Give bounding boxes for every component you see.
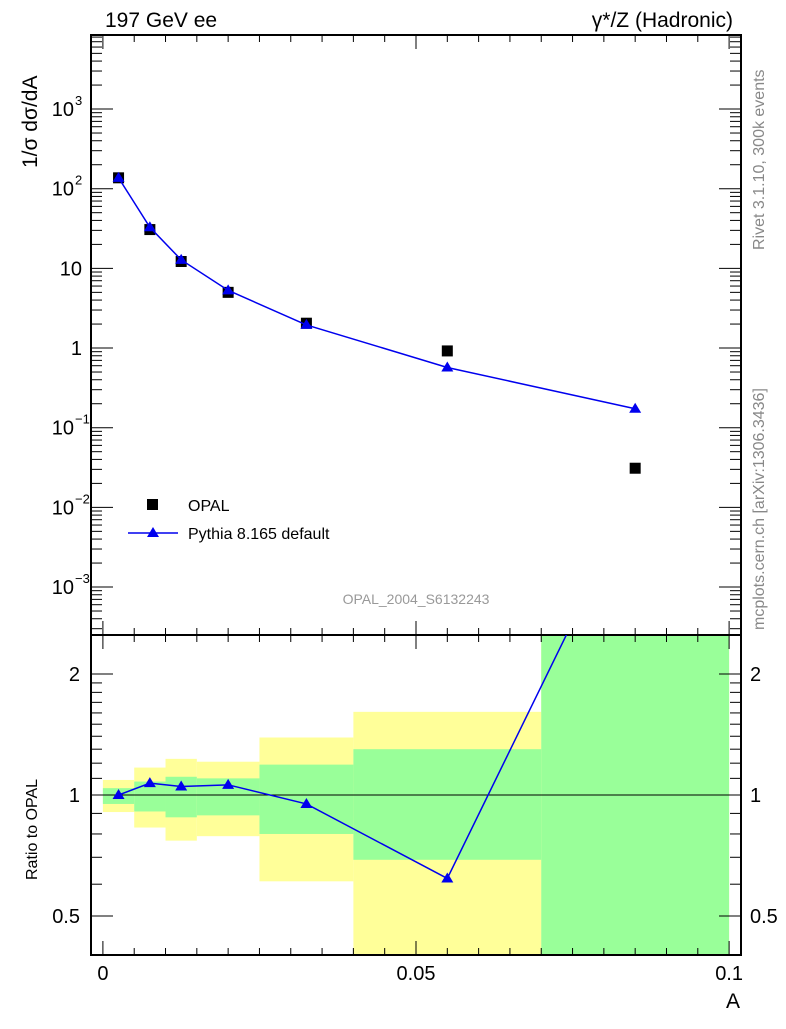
y-tick-exponent: −2 [75,491,90,506]
stat-uncertainty-band [353,749,542,860]
ratio-marker [222,778,235,789]
pythia-marker [112,171,125,182]
y-tick-exponent: 3 [75,93,82,108]
title-right: γ*/Z (Hadronic) [592,9,733,32]
pythia-marker [300,318,313,329]
ratio-marker [112,789,125,799]
ratio-y-tick-label: 1 [69,785,80,807]
y-tick-label: 10 [52,418,74,440]
x-tick-label: 0 [97,963,108,985]
legend-label-opal: OPAL [188,498,230,515]
y-axis-label: 1/σ dσ/dA [19,76,42,168]
x-tick-label: 0.05 [397,963,436,985]
x-tick-label: 0.1 [715,963,743,985]
pythia-marker [629,402,642,413]
x-axis-label: A [726,990,740,1013]
opal-data-point [629,462,641,474]
y-tick-label: 10 [52,497,74,519]
ratio-y-tick-label: 2 [69,664,80,686]
title-left: 197 GeV ee [105,9,217,32]
side-label-top: Rivet 3.1.10, 300k events [751,69,768,250]
pythia-marker [222,284,235,295]
ratio-series [112,635,568,883]
y-tick-exponent: 2 [75,173,82,188]
ratio-y-tick-label: 0.5 [52,906,80,928]
legend: OPAL Pythia 8.165 default [128,498,330,543]
pythia-marker [441,361,454,372]
y-tick-label: 10 [60,258,82,280]
ratio-y-axis-label: Ratio to OPAL [24,779,41,880]
legend-label-pythia: Pythia 8.165 default [188,526,330,543]
pythia-marker [143,221,156,232]
ratio-marker [300,797,313,808]
y-tick-label: 1 [71,338,82,360]
ratio-marker [143,777,156,788]
y-tick-exponent: −1 [75,412,90,427]
ratio-y-tick-label-right: 1 [750,785,761,807]
y-tick-exponent: −3 [75,571,90,586]
pythia-line [117,177,636,410]
ratio-y-tick-label-right: 2 [750,664,761,686]
legend-marker-opal [147,499,158,510]
side-label-bottom: mcplots.cern.ch [arXiv:1306.3436] [751,388,768,630]
ratio-marker [175,780,188,791]
ratio-marker [441,872,454,883]
ratio-y-tick-label-right: 0.5 [750,906,778,928]
pythia-marker [175,253,188,264]
analysis-watermark: OPAL_2004_S6132243 [343,591,490,607]
ratio-axes: 0 0.05 0.1 2 2 1 1 0.5 0.5 [52,634,778,985]
main-series [112,171,642,474]
opal-data-point [441,345,453,357]
y-tick-label: 10 [52,99,74,121]
legend-marker-pythia [147,527,159,537]
main-frame [90,34,742,636]
y-tick-label: 10 [52,577,74,599]
y-tick-label: 10 [52,179,74,201]
